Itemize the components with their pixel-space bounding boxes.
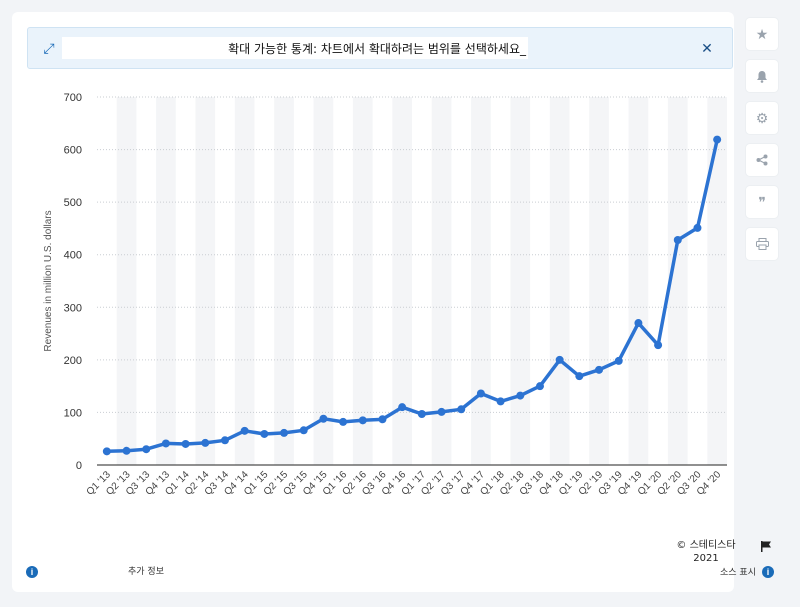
y-tick-label: 700 [64,92,82,104]
credit-line-2: 2021 [693,553,719,564]
column-band [707,97,727,465]
data-point [142,445,151,454]
data-point [457,405,466,414]
close-icon[interactable]: ✕ [701,40,713,56]
data-point [555,355,564,364]
y-tick-label: 300 [64,302,82,314]
data-point [319,414,328,423]
banner-text-box: 확대 가능한 통계: 차트에서 확대하려는 범위를 선택하세요_ [62,37,528,59]
data-point [201,438,210,447]
data-point [437,407,446,416]
flag-icon[interactable] [760,540,772,552]
data-point [240,426,249,435]
data-point [614,356,623,365]
data-point [535,382,544,391]
data-point [516,391,525,400]
data-point [496,397,505,406]
column-band [234,97,255,465]
share-icon[interactable] [746,144,778,176]
quote-icon[interactable]: ❞ [746,186,778,218]
data-point [358,416,367,425]
data-point [260,429,269,438]
data-point [102,447,111,456]
column-band [589,97,609,465]
bell-icon[interactable] [746,60,778,92]
data-point [122,446,131,455]
data-point [673,235,682,244]
y-tick-label: 500 [64,197,82,209]
column-band [667,97,688,465]
data-point [280,428,289,437]
column-band [313,97,334,465]
y-tick-label: 0 [76,460,82,472]
y-tick-label: 100 [64,407,82,419]
data-point [161,439,170,448]
banner-text: 확대 가능한 통계: 차트에서 확대하려는 범위를 선택하세요_ [228,42,526,56]
data-point [654,341,663,350]
column-band [431,97,452,465]
y-tick-label: 200 [64,355,82,367]
column-band [352,97,373,465]
data-point [476,389,485,398]
data-point [398,403,407,412]
data-point [299,426,308,435]
y-tick-label: 400 [64,250,82,262]
print-icon[interactable] [746,228,778,260]
source-link[interactable]: 소스 표시 [720,568,756,578]
column-band [549,97,570,465]
column-band [156,97,176,465]
column-band [274,97,294,465]
data-point [634,319,643,328]
y-axis-label: Revenues in million U.S. dollars [43,210,54,351]
column-band [510,97,531,465]
column-band [392,97,412,465]
source-info-icon[interactable]: i [762,566,774,578]
star-icon[interactable]: ★ [746,18,778,50]
data-point [339,417,348,426]
data-point [220,436,229,445]
column-band [116,97,137,465]
y-tick-label: 600 [64,145,82,157]
expand-icon[interactable]: ⤢ [43,40,55,56]
data-point [575,372,584,381]
credit-text: © 스테티스타 2021 [668,539,744,565]
data-point [181,439,190,448]
data-point [693,223,702,232]
credit-line-1: © 스테티스타 [676,540,736,551]
data-point [595,365,604,374]
column-band [195,97,216,465]
info-icon[interactable]: i [26,566,38,578]
gear-icon[interactable]: ⚙ [746,102,778,134]
more-info-link[interactable]: 추가 정보 [128,567,164,577]
data-point [378,415,387,424]
side-toolbar: ★ ⚙ ❞ [746,18,778,270]
zoom-banner: ⤢ 확대 가능한 통계: 차트에서 확대하려는 범위를 선택하세요_ ✕ [27,27,733,69]
data-point [417,410,426,419]
column-band [471,97,491,465]
data-point [713,135,722,144]
column-band [628,97,649,465]
